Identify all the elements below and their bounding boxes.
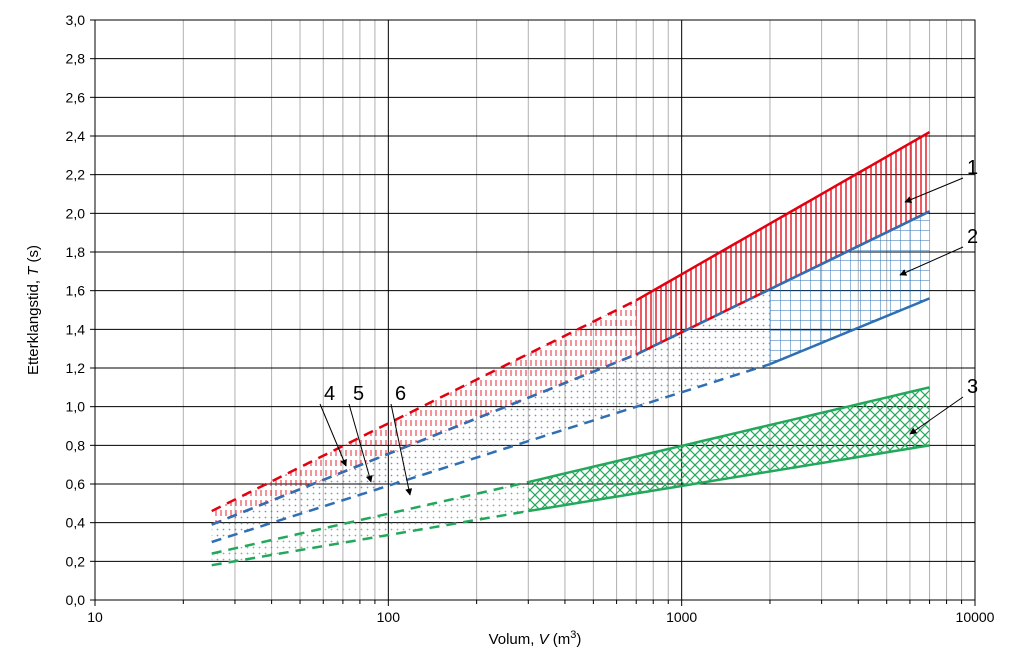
annotation-label-6: 6 <box>395 383 406 405</box>
y-tick-label: 0,4 <box>66 515 86 531</box>
annotation-label-2: 2 <box>967 226 978 248</box>
y-tick-label: 0,2 <box>66 553 86 569</box>
y-tick-label: 1,0 <box>66 399 86 415</box>
y-tick-label: 1,8 <box>66 244 86 260</box>
chart-container: 0,0 0,2 0,4 0,6 0,8 1,0 1,2 1,4 1,6 1,8 2,0 2,2 2,4 2… <box>0 0 1024 668</box>
y-tick-label: 1,4 <box>66 321 86 337</box>
annotation-label-5: 5 <box>353 383 364 405</box>
x-tick-label: 100 <box>377 609 401 625</box>
y-tick-label: 3,0 <box>66 12 86 28</box>
y-tick-label: 0,0 <box>66 592 86 608</box>
annotation-label-3: 3 <box>967 376 978 398</box>
reverberation-chart: 0,0 0,2 0,4 0,6 0,8 1,0 1,2 1,4 1,6 1,8 2,0 2,2 2,4 2… <box>0 0 1024 668</box>
y-tick-label: 2,6 <box>66 89 86 105</box>
y-tick-label: 1,2 <box>66 360 86 376</box>
y-tick-label: 2,2 <box>66 167 86 183</box>
y-tick-label: 2,8 <box>66 51 86 67</box>
x-axis-label: Volum, V (m3) <box>489 629 582 648</box>
x-tick-label: 1000 <box>666 609 697 625</box>
annotation-label-4: 4 <box>324 383 335 405</box>
annotation-label-1: 1 <box>967 157 978 179</box>
x-tick-label: 10 <box>87 609 103 625</box>
x-tick-label: 10000 <box>956 609 995 625</box>
y-tick-label: 2,0 <box>66 205 86 221</box>
y-tick-label: 2,4 <box>66 128 86 144</box>
y-axis-label: Etterklangstid, T (s) <box>25 245 42 375</box>
y-tick-label: 0,8 <box>66 437 86 453</box>
y-tick-label: 0,6 <box>66 476 86 492</box>
y-tick-label: 1,6 <box>66 283 86 299</box>
